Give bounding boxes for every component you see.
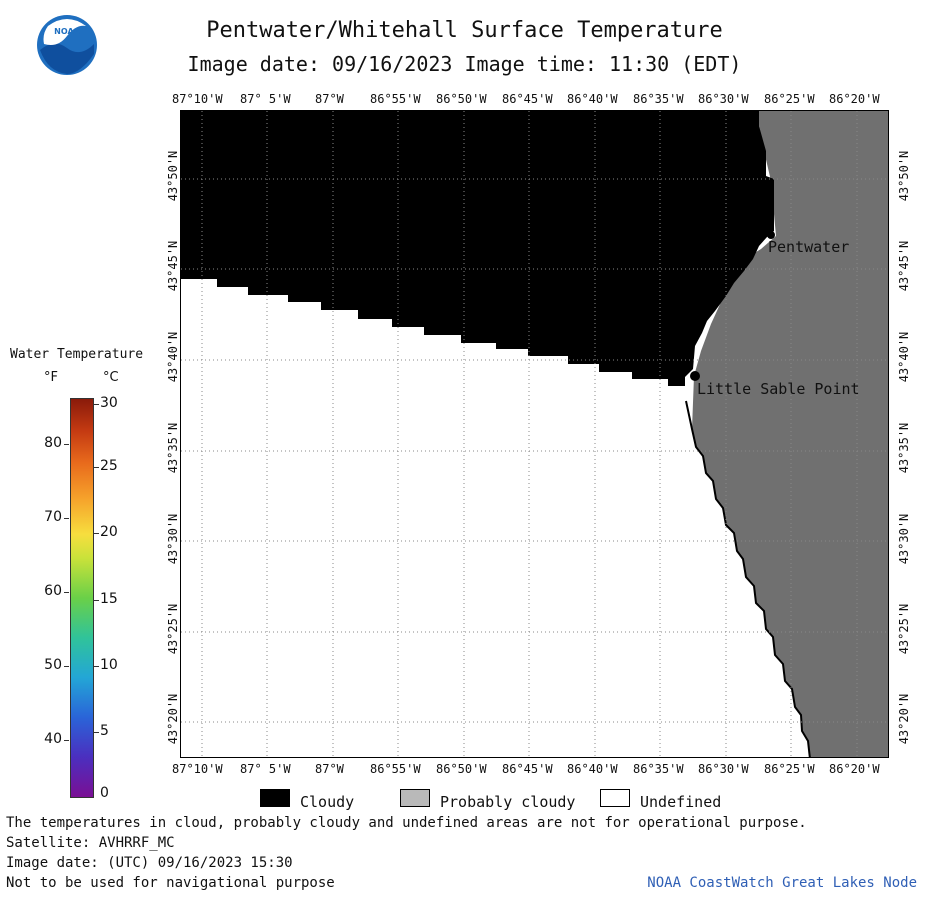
lon-tick-bottom: 87° 5'W (240, 762, 291, 776)
footer-disclaimer: The temperatures in cloud, probably clou… (6, 815, 807, 831)
lon-tick-top: 86°50'W (436, 92, 487, 106)
lon-tick-top: 87° 5'W (240, 92, 291, 106)
lat-tick-left: 43°25'N (166, 603, 180, 655)
lon-tick-top: 86°20'W (829, 92, 880, 106)
logo-text: NOAA (54, 27, 80, 36)
shoreline (685, 400, 811, 757)
lon-tick-bottom: 87°W (315, 762, 344, 776)
lat-tick-left: 43°40'N (166, 331, 180, 383)
noaa-logo: NOAA (37, 15, 97, 75)
cloudy-region (181, 111, 774, 386)
lat-tick-left: 43°45'N (166, 240, 180, 292)
unit-fahrenheit: °F (44, 370, 58, 385)
footer-credit: NOAA CoastWatch Great Lakes Node (647, 875, 917, 891)
map-subtitle: Image date: 09/16/2023 Image time: 11:30… (187, 52, 742, 76)
place-label-pentwater: Pentwater (768, 238, 850, 256)
colorbar-f-tick: 40 (44, 731, 62, 747)
lat-tick-right: 43°35'N (897, 422, 911, 474)
colorbar-c-tick: 0 (100, 785, 109, 801)
lon-tick-top: 87°W (315, 92, 344, 106)
colorbar-c-tick: 20 (100, 524, 118, 540)
lon-tick-top: 86°25'W (764, 92, 815, 106)
colorbar-c-tick: 15 (100, 591, 118, 607)
lon-tick-top: 86°30'W (698, 92, 749, 106)
lat-tick-right: 43°50'N (897, 150, 911, 202)
legend-title: Water Temperature (10, 347, 144, 362)
lon-tick-bottom: 86°50'W (436, 762, 487, 776)
legend-label-cloudy: Cloudy (300, 793, 355, 811)
legend-swatch-cloudy (260, 789, 290, 807)
lon-tick-top: 86°55'W (370, 92, 421, 106)
legend-swatch-probably-cloudy (400, 789, 430, 807)
lon-tick-bottom: 87°10'W (172, 762, 223, 776)
footer-navigation-warning: Not to be used for navigational purpose (6, 875, 335, 891)
colorbar-f-tick: 60 (44, 583, 62, 599)
lon-tick-bottom: 86°55'W (370, 762, 421, 776)
lat-tick-left: 43°30'N (166, 513, 180, 565)
map-title: Pentwater/Whitehall Surface Temperature (206, 18, 723, 43)
colorbar-c-tick: 5 (100, 723, 109, 739)
map-area[interactable] (180, 110, 889, 758)
colorbar-c-tick: 30 (100, 395, 118, 411)
legend-label-undefined: Undefined (640, 793, 722, 811)
colorbar-f-tick: 80 (44, 435, 62, 451)
lon-tick-bottom: 86°25'W (764, 762, 815, 776)
lon-tick-bottom: 86°45'W (502, 762, 553, 776)
colorbar-f-tick: 70 (44, 509, 62, 525)
lon-tick-top: 86°45'W (502, 92, 553, 106)
pentwater-marker (767, 231, 775, 239)
lon-tick-bottom: 86°40'W (567, 762, 618, 776)
footer-utc-date: Image date: (UTC) 09/16/2023 15:30 (6, 855, 293, 871)
lon-tick-top: 86°40'W (567, 92, 618, 106)
little-sable-point-marker (690, 371, 700, 381)
lon-tick-top: 86°35'W (633, 92, 684, 106)
lat-tick-right: 43°45'N (897, 240, 911, 292)
graticule (181, 111, 888, 757)
lat-tick-right: 43°40'N (897, 331, 911, 383)
lon-tick-bottom: 86°35'W (633, 762, 684, 776)
legend-swatch-undefined (600, 789, 630, 807)
colorbar-c-tick: 10 (100, 657, 118, 673)
temperature-colorbar (70, 398, 94, 798)
lon-tick-bottom: 86°20'W (829, 762, 880, 776)
legend-label-probably-cloudy: Probably cloudy (440, 793, 576, 811)
unit-celsius: °C (103, 370, 119, 385)
lon-tick-top: 87°10'W (172, 92, 223, 106)
lat-tick-right: 43°30'N (897, 513, 911, 565)
place-label-little-sable-point: Little Sable Point (697, 380, 860, 398)
lat-tick-right: 43°25'N (897, 603, 911, 655)
lat-tick-left: 43°50'N (166, 150, 180, 202)
lat-tick-left: 43°20'N (166, 693, 180, 745)
lon-tick-bottom: 86°30'W (698, 762, 749, 776)
footer-satellite: Satellite: AVHRRF_MC (6, 835, 175, 851)
lat-tick-left: 43°35'N (166, 422, 180, 474)
colorbar-c-tick: 25 (100, 458, 118, 474)
colorbar-f-tick: 50 (44, 657, 62, 673)
lat-tick-right: 43°20'N (897, 693, 911, 745)
map-canvas (181, 111, 888, 757)
